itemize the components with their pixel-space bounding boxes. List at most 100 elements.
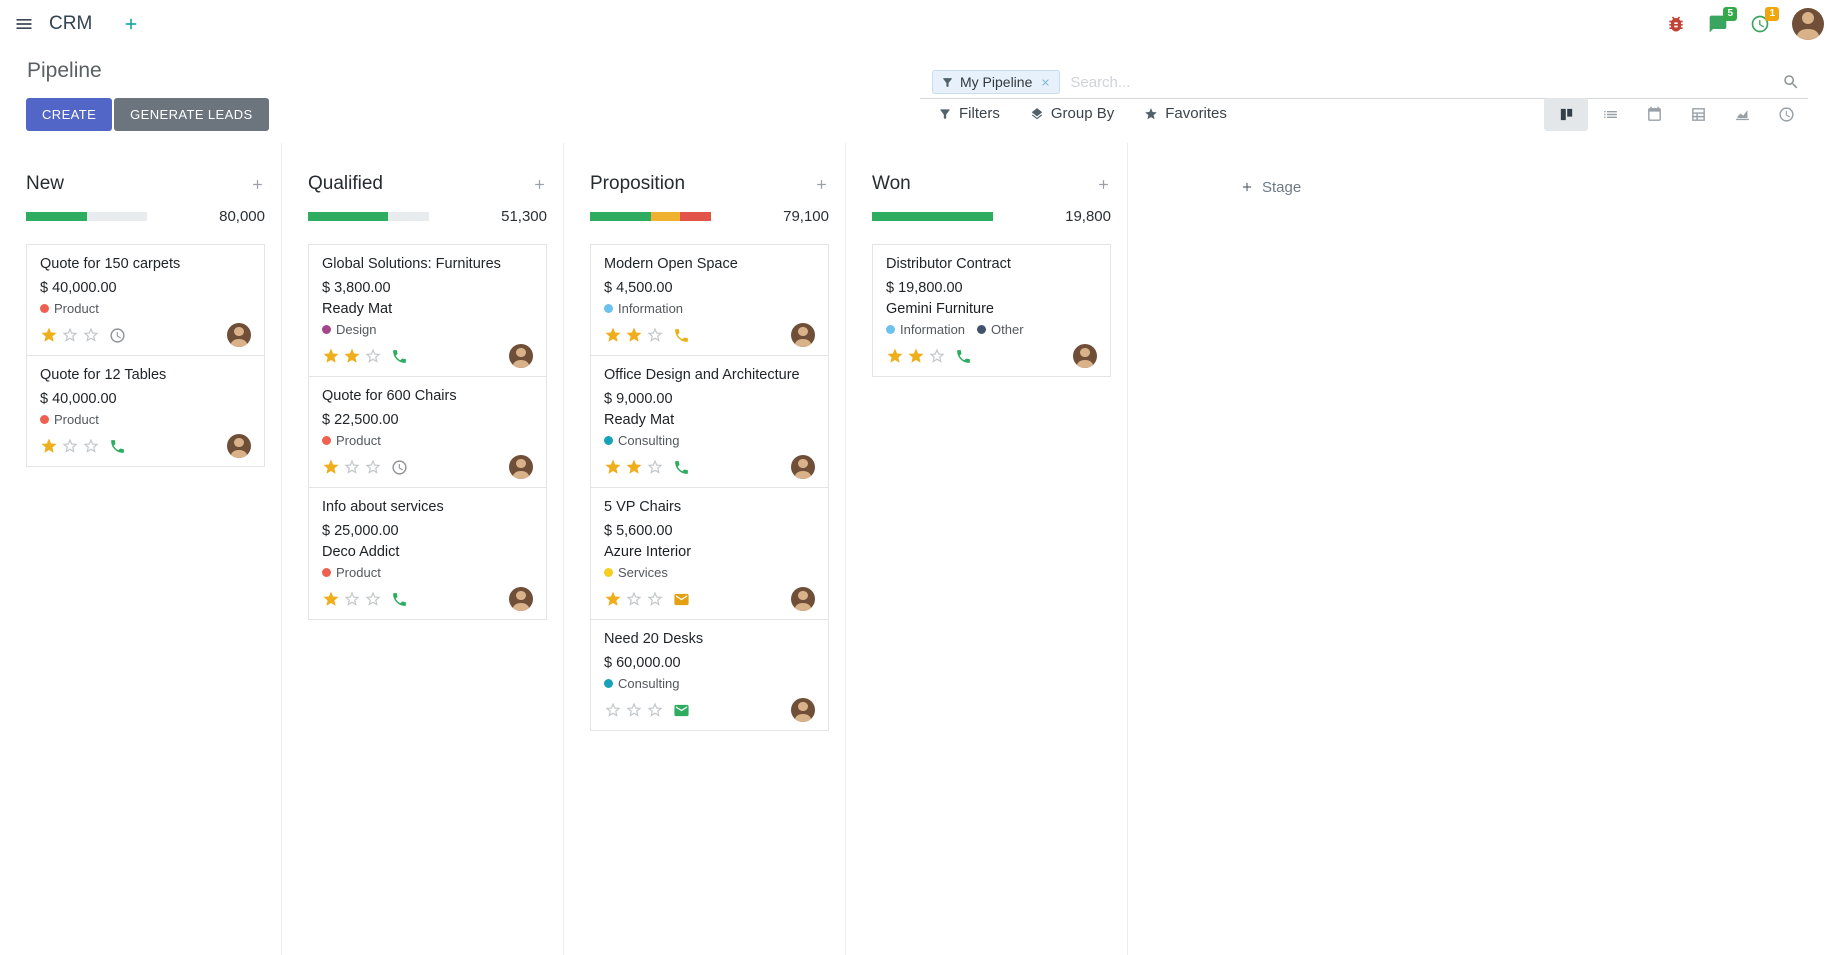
progressbar-segment[interactable] [590, 212, 651, 221]
star-empty-icon[interactable] [364, 347, 382, 365]
star-empty-icon[interactable] [646, 701, 664, 719]
activity-phone-icon[interactable] [673, 327, 690, 344]
stage-name[interactable]: New [26, 173, 65, 194]
star-filled-icon[interactable] [40, 437, 58, 455]
search-input[interactable] [1060, 73, 1782, 91]
kanban-card[interactable]: Global Solutions: Furnitures $ 3,800.00 … [308, 244, 547, 377]
add-record-icon[interactable] [532, 177, 547, 192]
star-empty-icon[interactable] [646, 326, 664, 344]
star-empty-icon[interactable] [928, 347, 946, 365]
star-filled-icon[interactable] [322, 590, 340, 608]
activity-clock-icon[interactable] [109, 327, 126, 344]
priority-widget[interactable] [40, 326, 100, 344]
priority-widget[interactable] [604, 326, 664, 344]
activity-phone-icon[interactable] [955, 348, 972, 365]
star-filled-icon[interactable] [907, 347, 925, 365]
quick-add-icon[interactable] [122, 15, 140, 33]
star-empty-icon[interactable] [646, 590, 664, 608]
list-view-button[interactable] [1588, 98, 1632, 131]
kanban-view-button[interactable] [1544, 98, 1588, 131]
activity-view-button[interactable] [1764, 98, 1808, 131]
star-empty-icon[interactable] [625, 701, 643, 719]
star-filled-icon[interactable] [322, 458, 340, 476]
star-empty-icon[interactable] [646, 458, 664, 476]
activity-phone-icon[interactable] [109, 438, 126, 455]
star-filled-icon[interactable] [604, 458, 622, 476]
user-avatar[interactable] [1792, 7, 1824, 40]
priority-widget[interactable] [322, 347, 382, 365]
add-record-icon[interactable] [814, 177, 829, 192]
star-empty-icon[interactable] [625, 590, 643, 608]
kanban-card[interactable]: Distributor Contract $ 19,800.00 Gemini … [872, 244, 1111, 377]
debug-menu[interactable] [1666, 14, 1686, 34]
search-options: Filters Group By Favorites [938, 105, 1227, 122]
stage-name[interactable]: Qualified [308, 173, 383, 194]
add-stage-button[interactable]: Stage [1240, 175, 1301, 199]
star-empty-icon[interactable] [82, 437, 100, 455]
activity-phone-icon[interactable] [391, 348, 408, 365]
progressbar-segment[interactable] [650, 212, 680, 221]
star-filled-icon[interactable] [625, 326, 643, 344]
kanban-card[interactable]: Quote for 12 Tables $ 40,000.00 Product [26, 355, 265, 467]
search-icon[interactable] [1782, 73, 1800, 91]
star-empty-icon[interactable] [343, 458, 361, 476]
generate-leads-button[interactable]: GENERATE LEADS [114, 98, 269, 131]
star-filled-icon[interactable] [322, 347, 340, 365]
kanban-card[interactable]: Need 20 Desks $ 60,000.00 Consulting [590, 619, 829, 731]
add-record-icon[interactable] [250, 177, 265, 192]
star-filled-icon[interactable] [343, 347, 361, 365]
apps-menu-icon[interactable] [14, 14, 34, 34]
messages-menu[interactable]: 5 [1708, 6, 1737, 34]
progressbar-segment[interactable] [26, 212, 87, 221]
favorites-button[interactable]: Favorites [1144, 105, 1227, 122]
calendar-view-button[interactable] [1632, 98, 1676, 131]
priority-widget[interactable] [322, 590, 382, 608]
progressbar-segment[interactable] [679, 212, 711, 221]
star-filled-icon[interactable] [604, 326, 622, 344]
star-empty-icon[interactable] [61, 437, 79, 455]
filters-button[interactable]: Filters [938, 105, 1000, 122]
search-bar[interactable]: My Pipeline [920, 66, 1808, 99]
facet-remove-icon[interactable] [1040, 77, 1051, 88]
stage-name[interactable]: Proposition [590, 173, 686, 194]
activity-phone-icon[interactable] [391, 591, 408, 608]
graph-view-button[interactable] [1720, 98, 1764, 131]
progressbar-segment[interactable] [308, 212, 388, 221]
kanban-card[interactable]: Quote for 150 carpets $ 40,000.00 Produc… [26, 244, 265, 356]
star-filled-icon[interactable] [625, 458, 643, 476]
priority-widget[interactable] [604, 701, 664, 719]
progressbar-segment[interactable] [86, 212, 147, 221]
activity-envelope-icon[interactable] [673, 591, 690, 608]
kanban-card[interactable]: Modern Open Space $ 4,500.00 Information [590, 244, 829, 356]
kanban-card[interactable]: Office Design and Architecture $ 9,000.0… [590, 355, 829, 488]
pivot-view-button[interactable] [1676, 98, 1720, 131]
priority-widget[interactable] [322, 458, 382, 476]
priority-widget[interactable] [604, 590, 664, 608]
star-empty-icon[interactable] [604, 701, 622, 719]
star-empty-icon[interactable] [82, 326, 100, 344]
activity-envelope-icon[interactable] [673, 702, 690, 719]
progressbar-segment[interactable] [872, 212, 993, 221]
kanban-card[interactable]: Info about services $ 25,000.00 Deco Add… [308, 487, 547, 620]
star-empty-icon[interactable] [364, 458, 382, 476]
activity-phone-icon[interactable] [673, 459, 690, 476]
priority-widget[interactable] [886, 347, 946, 365]
kanban-card[interactable]: 5 VP Chairs $ 5,600.00 Azure Interior Se… [590, 487, 829, 620]
priority-widget[interactable] [40, 437, 100, 455]
priority-widget[interactable] [604, 458, 664, 476]
activities-menu[interactable]: 1 [1750, 6, 1779, 34]
progressbar-segment[interactable] [387, 212, 429, 221]
kanban-card[interactable]: Quote for 600 Chairs $ 22,500.00 Product [308, 376, 547, 488]
star-filled-icon[interactable] [886, 347, 904, 365]
star-empty-icon[interactable] [364, 590, 382, 608]
star-filled-icon[interactable] [604, 590, 622, 608]
activity-clock-icon[interactable] [391, 459, 408, 476]
star-empty-icon[interactable] [61, 326, 79, 344]
add-record-icon[interactable] [1096, 177, 1111, 192]
star-filled-icon[interactable] [40, 326, 58, 344]
create-button[interactable]: CREATE [26, 98, 113, 131]
stage-name[interactable]: Won [872, 173, 911, 194]
app-name[interactable]: CRM [49, 12, 93, 34]
star-empty-icon[interactable] [343, 590, 361, 608]
group-by-button[interactable]: Group By [1030, 105, 1114, 122]
